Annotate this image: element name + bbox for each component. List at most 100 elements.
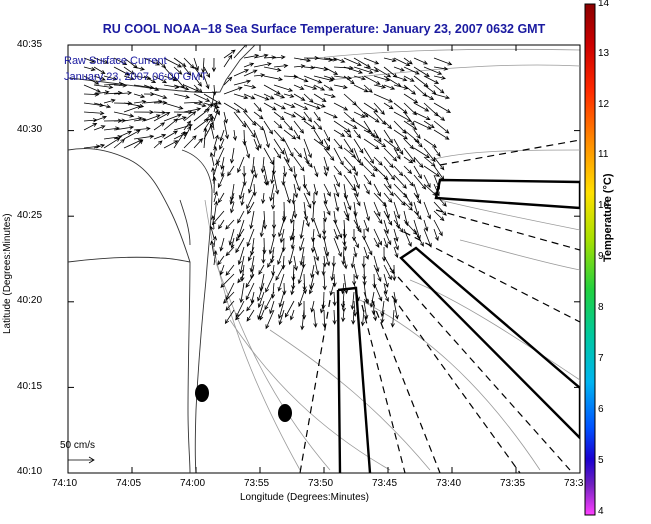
current-vector	[133, 117, 147, 122]
current-vector	[163, 130, 179, 140]
current-vector	[143, 84, 160, 91]
current-vector	[278, 309, 285, 326]
current-vector	[333, 237, 342, 258]
current-vector	[321, 291, 326, 310]
current-vector	[253, 138, 260, 152]
current-vector	[343, 210, 350, 222]
y-tick-label: 40:15	[17, 381, 43, 392]
current-vector	[219, 138, 225, 151]
current-vector	[113, 66, 130, 76]
current-vector	[393, 201, 401, 220]
current-vector	[372, 273, 377, 289]
current-vector	[423, 147, 436, 163]
current-vector	[403, 156, 414, 164]
current-vector	[227, 165, 235, 177]
current-vector	[217, 174, 225, 189]
current-vector	[103, 137, 121, 149]
current-vector	[383, 120, 393, 130]
current-vector	[271, 219, 276, 239]
current-vector	[212, 235, 218, 248]
current-vector	[313, 219, 322, 239]
current-vector	[203, 93, 222, 105]
current-vector	[423, 228, 432, 248]
current-vector	[153, 93, 168, 99]
current-vector	[310, 237, 316, 254]
current-vector	[271, 264, 276, 277]
current-vector	[230, 201, 235, 214]
current-vector	[303, 183, 311, 197]
current-vector	[133, 139, 144, 149]
current-vector	[237, 210, 245, 224]
current-vector	[273, 138, 285, 155]
current-vector	[219, 129, 225, 142]
current-vector	[353, 129, 361, 139]
current-vector	[247, 246, 255, 262]
current-vector	[163, 118, 179, 131]
current-vector	[333, 138, 343, 150]
current-vector	[143, 57, 161, 66]
current-vector	[350, 291, 355, 311]
current-vector	[201, 57, 206, 74]
current-vector	[332, 291, 337, 307]
current-vector	[123, 66, 135, 75]
current-vector	[423, 165, 440, 177]
current-vector	[225, 219, 235, 230]
current-vector	[219, 237, 225, 252]
current-vector	[93, 143, 106, 149]
current-vector	[83, 57, 96, 63]
current-vector	[383, 237, 389, 249]
current-vector	[282, 165, 287, 178]
current-vector	[240, 192, 245, 207]
current-vector	[183, 100, 204, 105]
current-vector	[423, 174, 431, 188]
current-vector	[213, 160, 219, 176]
current-vector	[253, 102, 263, 112]
current-vector	[363, 57, 380, 65]
current-vector	[264, 291, 275, 311]
current-vector	[283, 93, 295, 98]
current-vector	[289, 309, 295, 321]
current-vector	[103, 98, 116, 104]
y-tick-label: 40:25	[17, 210, 43, 221]
current-vector	[83, 122, 98, 131]
current-vector	[113, 111, 135, 118]
current-vector	[303, 75, 323, 84]
current-vector	[275, 264, 285, 281]
current-vector	[403, 57, 413, 65]
current-vector	[133, 66, 145, 71]
current-vector	[351, 309, 356, 325]
current-vector	[322, 255, 327, 268]
current-vector	[423, 120, 435, 129]
current-vector	[363, 291, 369, 305]
current-vector	[283, 138, 294, 158]
current-vector	[363, 138, 380, 150]
current-vector	[323, 192, 328, 205]
x-tick-label: 73:55	[244, 478, 270, 489]
current-vector	[259, 309, 265, 321]
current-vector	[343, 66, 363, 74]
current-vector	[193, 108, 210, 122]
current-vector	[233, 79, 252, 86]
current-vector	[423, 138, 437, 148]
current-vector	[363, 201, 370, 222]
current-vector	[273, 174, 280, 195]
current-vector	[433, 93, 450, 100]
current-vector	[243, 69, 258, 77]
current-vector	[403, 192, 413, 207]
current-vector	[293, 174, 301, 192]
current-vector	[279, 228, 285, 244]
current-vector	[343, 147, 357, 158]
current-vector	[433, 201, 447, 216]
current-vector	[363, 75, 381, 85]
current-vector	[433, 174, 441, 190]
shipping-lanes	[299, 139, 580, 473]
current-vector	[383, 156, 394, 169]
current-vector	[321, 264, 326, 276]
current-vector	[300, 309, 305, 331]
current-vector	[123, 129, 141, 140]
current-vector	[333, 84, 348, 90]
current-vector	[433, 219, 443, 237]
current-vector	[283, 147, 290, 164]
current-vector	[303, 111, 313, 123]
current-vector	[223, 120, 229, 140]
